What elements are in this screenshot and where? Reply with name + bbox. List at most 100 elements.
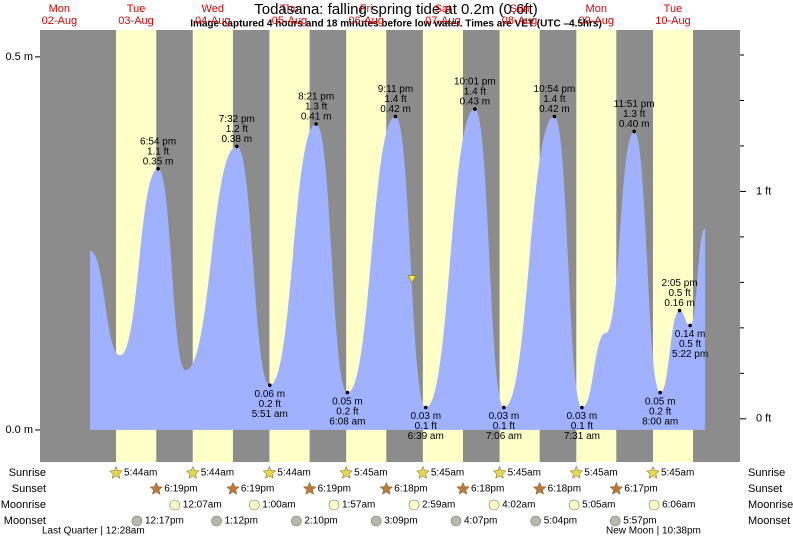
row-label: Moonrise <box>748 499 793 511</box>
tide-point <box>658 390 662 395</box>
chart-title: Todasana: falling spring tide at 0.2m (0… <box>254 1 538 18</box>
y-tick-label: 0.5 m <box>5 51 33 63</box>
tide-label: 0.14 m <box>675 329 706 340</box>
tide-label: 0.05 m <box>332 396 363 407</box>
sunset-time: 6:18pm <box>548 484 581 495</box>
tide-label: 1.3 ft <box>623 109 645 120</box>
moonset-icon <box>131 515 143 527</box>
sunrise-time: 5:45am <box>661 468 694 479</box>
moonrise-icon <box>408 499 420 511</box>
tide-point <box>552 114 557 119</box>
sunrise-icon <box>646 465 660 479</box>
moonset-icon <box>291 515 302 527</box>
tide-label: 1.1 ft <box>147 146 169 157</box>
y2-tick-label: 1 ft <box>756 185 771 197</box>
moonset-icon <box>609 515 621 527</box>
tide-point <box>580 405 584 410</box>
moonset-time: 1:12pm <box>225 516 258 527</box>
weekday-label: Wed <box>202 3 224 15</box>
tide-label: 8:00 am <box>642 416 678 427</box>
tide-point <box>677 308 682 313</box>
y2-tick-label: 0 ft <box>756 413 771 425</box>
moonrise-time: 2:59am <box>422 500 455 511</box>
moonset-icon <box>450 515 462 527</box>
row-label: Moonrise <box>1 499 46 511</box>
sunset-icon <box>226 481 240 495</box>
moonset-time: 5:04pm <box>544 516 577 527</box>
weekday-label: Mon <box>586 3 607 15</box>
tide-label: 0.06 m <box>255 389 286 400</box>
moonrise-time: 1:57am <box>342 500 375 511</box>
sunset-icon <box>532 481 547 495</box>
moonrise-icon <box>488 499 500 511</box>
sunset-icon <box>609 481 624 495</box>
tide-label: 0.42 m <box>539 104 570 115</box>
row-label: Sunrise <box>748 467 785 479</box>
tide-label: 0.2 ft <box>259 399 281 410</box>
sunrise-time: 5:45am <box>508 468 541 479</box>
tide-label: 0.2 ft <box>336 406 358 417</box>
tide-label: 0.03 m <box>489 411 520 422</box>
date-label: 08-Aug <box>502 15 537 27</box>
tide-label: 0.5 ft <box>668 288 690 299</box>
moonset-time: 4:07pm <box>464 516 497 527</box>
sunrise-time: 5:45am <box>584 468 617 479</box>
sunrise-time: 5:45am <box>431 468 464 479</box>
weekday-label: Sun <box>510 3 530 15</box>
sunrise-icon <box>262 465 277 479</box>
tide-label: 11:51 pm <box>614 99 655 110</box>
tide-label: 7:32 pm <box>219 114 255 125</box>
tide-label: 5:22 pm <box>672 349 708 360</box>
sunset-time: 6:19pm <box>164 484 197 495</box>
moonset-icon <box>370 515 382 527</box>
tide-label: 0.43 m <box>460 97 491 108</box>
tide-label: 1.2 ft <box>226 124 248 135</box>
date-label: 03-Aug <box>118 15 153 27</box>
tide-point <box>235 144 239 149</box>
sunset-time: 6:18pm <box>394 484 427 495</box>
tide-label: 9:11 pm <box>378 84 413 95</box>
tide-label: 10:54 pm <box>534 84 576 95</box>
date-label: 02-Aug <box>42 15 77 27</box>
tide-label: 0.40 m <box>619 119 650 130</box>
moonset-icon <box>530 515 542 527</box>
moonrise-icon <box>328 499 340 511</box>
tide-point <box>393 114 398 119</box>
sunrise-time: 5:44am <box>201 468 234 479</box>
row-label: Sunset <box>748 483 782 495</box>
moonrise-time: 6:06am <box>662 500 695 511</box>
sunset-icon <box>456 481 470 495</box>
weekday-label: Fri <box>360 3 373 15</box>
sunset-time: 6:19pm <box>241 484 274 495</box>
date-label: 10-Aug <box>655 15 690 27</box>
sunset-icon <box>149 481 164 495</box>
sunrise-time: 5:44am <box>124 468 157 479</box>
date-label: 04-Aug <box>195 15 230 27</box>
sunset-time: 6:17pm <box>624 484 657 495</box>
tide-label: 0.1 ft <box>571 421 593 432</box>
tide-point <box>473 107 477 111</box>
tide-label: 10:01 pm <box>454 77 496 88</box>
weekday-label: Mon <box>49 3 70 15</box>
moonset-time: 3:09pm <box>384 516 417 527</box>
tide-point <box>632 129 636 134</box>
moonrise-time: 12:07am <box>183 500 222 511</box>
date-label: 09-Aug <box>579 15 614 27</box>
tide-label: 6:39 am <box>408 431 444 442</box>
tide-label: 0.16 m <box>664 298 695 309</box>
sunset-icon <box>379 481 394 495</box>
tide-label: 0.05 m <box>645 396 676 407</box>
chart-subtitle: Image captured 4 hours and 18 minutes be… <box>190 19 602 30</box>
weekday-label: Thu <box>280 3 299 15</box>
moonset-icon <box>211 515 222 527</box>
tide-label: 6:08 am <box>329 416 365 427</box>
tide-label: 0.1 ft <box>415 421 437 432</box>
tide-label: 0.03 m <box>567 411 598 422</box>
tide-label: 0.2 ft <box>649 406 671 417</box>
tide-label: 2:05 pm <box>662 278 698 289</box>
tide-area <box>90 109 705 430</box>
moonrise-icon <box>169 499 181 511</box>
tide-label: 1.3 ft <box>305 102 327 113</box>
tide-point <box>423 405 428 410</box>
